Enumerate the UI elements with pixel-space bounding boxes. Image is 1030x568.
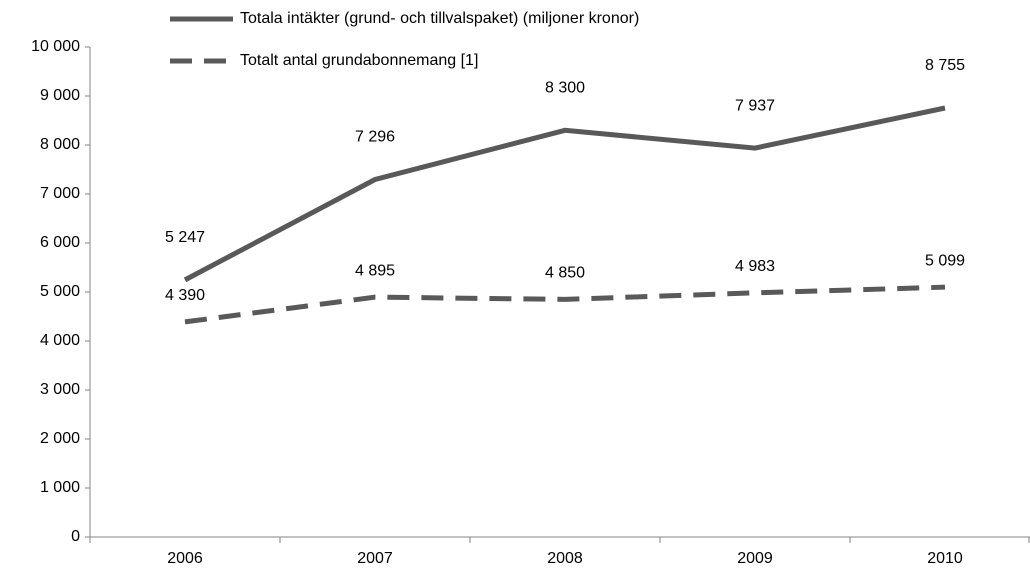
y-tick-label: 6 000: [40, 234, 80, 251]
y-tick-label: 9 000: [40, 87, 80, 104]
y-tick-label: 0: [71, 528, 80, 545]
data-label: 4 390: [165, 287, 205, 304]
x-tick-label: 2010: [927, 550, 963, 567]
y-tick-label: 7 000: [40, 185, 80, 202]
data-label: 8 300: [545, 80, 585, 97]
data-label: 4 895: [355, 262, 395, 279]
data-label: 4 983: [735, 258, 775, 275]
y-tick-label: 5 000: [40, 283, 80, 300]
x-tick-label: 2009: [737, 550, 773, 567]
y-tick-label: 2 000: [40, 430, 80, 447]
y-tick-label: 8 000: [40, 136, 80, 153]
y-tick-label: 10 000: [31, 38, 80, 55]
data-label: 8 755: [925, 57, 965, 74]
data-label: 4 850: [545, 265, 585, 282]
line-series: [184, 284, 946, 325]
data-label: 5 247: [165, 229, 205, 246]
data-label: 7 937: [735, 97, 775, 114]
y-tick-label: 1 000: [40, 479, 80, 496]
line-series: [183, 105, 946, 283]
x-tick-label: 2008: [547, 550, 583, 567]
y-tick-label: 3 000: [40, 381, 80, 398]
y-tick-label: 4 000: [40, 332, 80, 349]
data-label: 5 099: [925, 252, 965, 269]
x-tick-label: 2007: [357, 550, 393, 567]
x-tick-label: 2006: [167, 550, 203, 567]
data-label: 7 296: [355, 129, 395, 146]
legend-label: Totala intäkter (grund- och tillvalspake…: [240, 10, 639, 27]
legend-label: Totalt antal grundabonnemang [1]: [240, 52, 478, 69]
